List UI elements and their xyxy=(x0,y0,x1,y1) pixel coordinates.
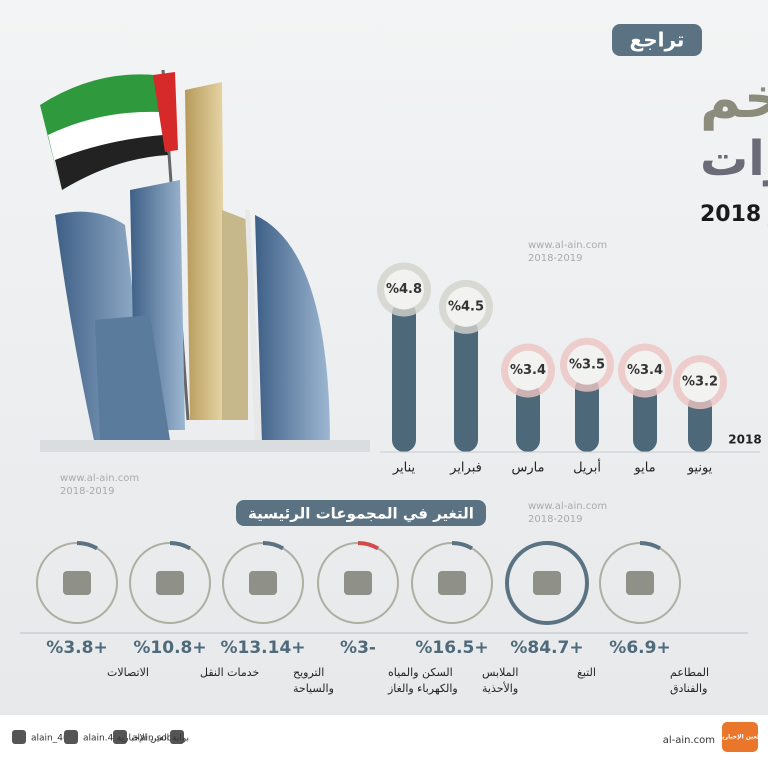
logo: العين الإخبارية xyxy=(719,734,762,741)
change-value: %13.14+ xyxy=(220,638,305,658)
ring-accent xyxy=(357,541,380,551)
change-value: %10.8+ xyxy=(133,638,206,658)
value-label: %3.5 xyxy=(569,357,605,372)
icon xyxy=(344,571,372,595)
ring-accent xyxy=(546,541,569,551)
subtitle: إلى 3.29% خلال يونيو 2018 xyxy=(700,202,768,227)
watermark: 2018-2019 xyxy=(528,253,583,264)
ring-accent xyxy=(639,541,662,551)
icon xyxy=(626,571,654,595)
value-badge xyxy=(567,344,607,385)
x-tick-label: أبريل xyxy=(573,459,601,476)
icon xyxy=(533,571,561,595)
instagram-handle[interactable]: alain.4u xyxy=(83,734,119,744)
value-label: %4.8 xyxy=(386,282,422,297)
bar xyxy=(575,376,599,452)
icon xyxy=(156,571,184,595)
tag: تراجع xyxy=(630,28,685,52)
group-label: والأحذية xyxy=(482,681,518,695)
twitter-handle[interactable]: alain_4u xyxy=(31,734,69,744)
bar xyxy=(454,318,478,452)
watermark: www.al-ain.com xyxy=(60,473,139,484)
x-tick-label: مارس xyxy=(511,461,544,476)
watermark: www.al-ain.com xyxy=(528,240,607,251)
watermark: 2018-2019 xyxy=(60,486,115,497)
group-label: خدمات النقل xyxy=(200,666,259,679)
bar xyxy=(516,382,540,452)
skyline-illustration xyxy=(40,69,370,452)
facebook-handle[interactable]: alain.social xyxy=(132,734,182,744)
x-tick-label: يونيو xyxy=(687,461,713,476)
icon xyxy=(249,571,277,595)
ring-accent xyxy=(169,541,192,551)
ring-accent xyxy=(262,541,285,551)
group-label: المطاعم xyxy=(670,666,709,679)
watermark: 2018-2019 xyxy=(528,514,583,525)
group-label: الملابس xyxy=(482,666,518,679)
change-value: %6.9+ xyxy=(609,638,670,658)
bar xyxy=(392,301,416,452)
ring-accent xyxy=(451,541,474,551)
value-badge xyxy=(446,286,486,327)
groups-title-badge xyxy=(236,500,486,526)
icon xyxy=(63,571,91,595)
group-label: السكن والمياه xyxy=(388,666,453,679)
icon xyxy=(438,571,466,595)
groups-title: التغير في المجموعات الرئيسية xyxy=(248,505,474,523)
value-badge xyxy=(508,350,548,391)
group-label: والكهرباء والغاز xyxy=(387,682,458,695)
bar xyxy=(688,394,712,452)
x-tick-label: مايو xyxy=(633,461,655,476)
group-label: الاتصالات xyxy=(107,666,149,679)
youtube-handle[interactable]: بوابة العين الإخبارية xyxy=(117,734,189,744)
bar xyxy=(633,382,657,452)
year-annotation: 2018 xyxy=(728,433,761,447)
group-label: والسياحة xyxy=(293,682,334,695)
change-value: %3- xyxy=(340,638,376,658)
ring-accent xyxy=(76,541,99,551)
value-badge xyxy=(680,362,720,403)
watermark: www.al-ain.com xyxy=(528,501,607,512)
footer xyxy=(0,715,768,757)
x-tick-label: فبراير xyxy=(449,461,482,476)
value-label: %3.4 xyxy=(510,363,546,378)
value-badge xyxy=(384,269,424,310)
social-links: alain_4u alain.4u alain.social بوابة الع… xyxy=(12,722,761,752)
title-line1: التضخم xyxy=(700,66,768,131)
group-label: التبغ xyxy=(577,666,596,679)
value-label: %4.5 xyxy=(448,299,484,314)
change-value: %84.7+ xyxy=(510,638,583,658)
tag-badge xyxy=(612,24,702,56)
group-label: الترويح xyxy=(293,666,324,679)
value-badge xyxy=(625,350,665,391)
value-label: %3.4 xyxy=(627,363,663,378)
change-value: %3.8+ xyxy=(46,638,107,658)
site-url[interactable]: al-ain.com xyxy=(663,735,715,746)
value-label: %3.2 xyxy=(682,375,718,390)
change-value: %16.5+ xyxy=(415,638,488,658)
title-line2: في الإمارات xyxy=(700,131,768,187)
x-tick-label: يناير xyxy=(392,461,416,476)
group-label: والفنادق xyxy=(670,682,707,695)
